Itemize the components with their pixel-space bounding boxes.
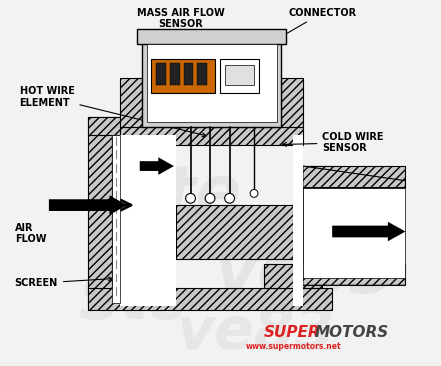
Polygon shape [303, 264, 405, 285]
Bar [220, 59, 259, 93]
Circle shape [186, 193, 195, 203]
FancyArrow shape [332, 222, 405, 241]
Text: AIR
FLOW: AIR FLOW [15, 223, 46, 244]
Text: MASS AIR FLOW
SENSOR: MASS AIR FLOW SENSOR [137, 8, 224, 36]
Bar [176, 205, 293, 259]
Polygon shape [303, 187, 405, 279]
Bar [146, 44, 277, 122]
Bar [303, 166, 332, 264]
Bar [120, 135, 176, 306]
Bar [303, 264, 405, 285]
Bar [88, 288, 332, 310]
Bar [303, 166, 405, 187]
Bar [142, 39, 281, 127]
Polygon shape [303, 166, 405, 187]
Bar [112, 117, 120, 293]
Text: MOTORS: MOTORS [314, 325, 389, 340]
Bar [170, 63, 180, 85]
Bar [225, 66, 254, 85]
Circle shape [225, 193, 235, 203]
Bar [281, 78, 303, 127]
Bar [120, 127, 303, 145]
Text: ve83: ve83 [215, 240, 396, 306]
Text: SCREEN: SCREEN [15, 277, 112, 288]
Text: COLD WIRE
SENSOR: COLD WIRE SENSOR [283, 132, 384, 153]
Text: Ste: Ste [78, 274, 188, 331]
Bar [137, 29, 286, 44]
Text: CONNECTOR: CONNECTOR [272, 8, 356, 42]
Bar [88, 117, 127, 135]
Circle shape [205, 193, 215, 203]
Bar [120, 78, 142, 127]
Bar [151, 59, 215, 93]
Text: HOT WIRE
ELEMENT: HOT WIRE ELEMENT [19, 86, 206, 137]
Bar [112, 135, 120, 303]
FancyArrow shape [140, 157, 174, 175]
Text: ve83: ve83 [176, 304, 335, 361]
Text: Ste: Ste [117, 163, 243, 228]
Circle shape [250, 190, 258, 197]
Bar [264, 264, 322, 288]
Bar [198, 63, 207, 85]
Text: SUPER: SUPER [264, 325, 321, 340]
Bar [293, 135, 303, 306]
Bar [184, 63, 194, 85]
FancyArrow shape [49, 195, 127, 215]
Bar [88, 117, 112, 308]
Bar [157, 63, 166, 85]
Text: www.supermotors.net: www.supermotors.net [245, 342, 341, 351]
